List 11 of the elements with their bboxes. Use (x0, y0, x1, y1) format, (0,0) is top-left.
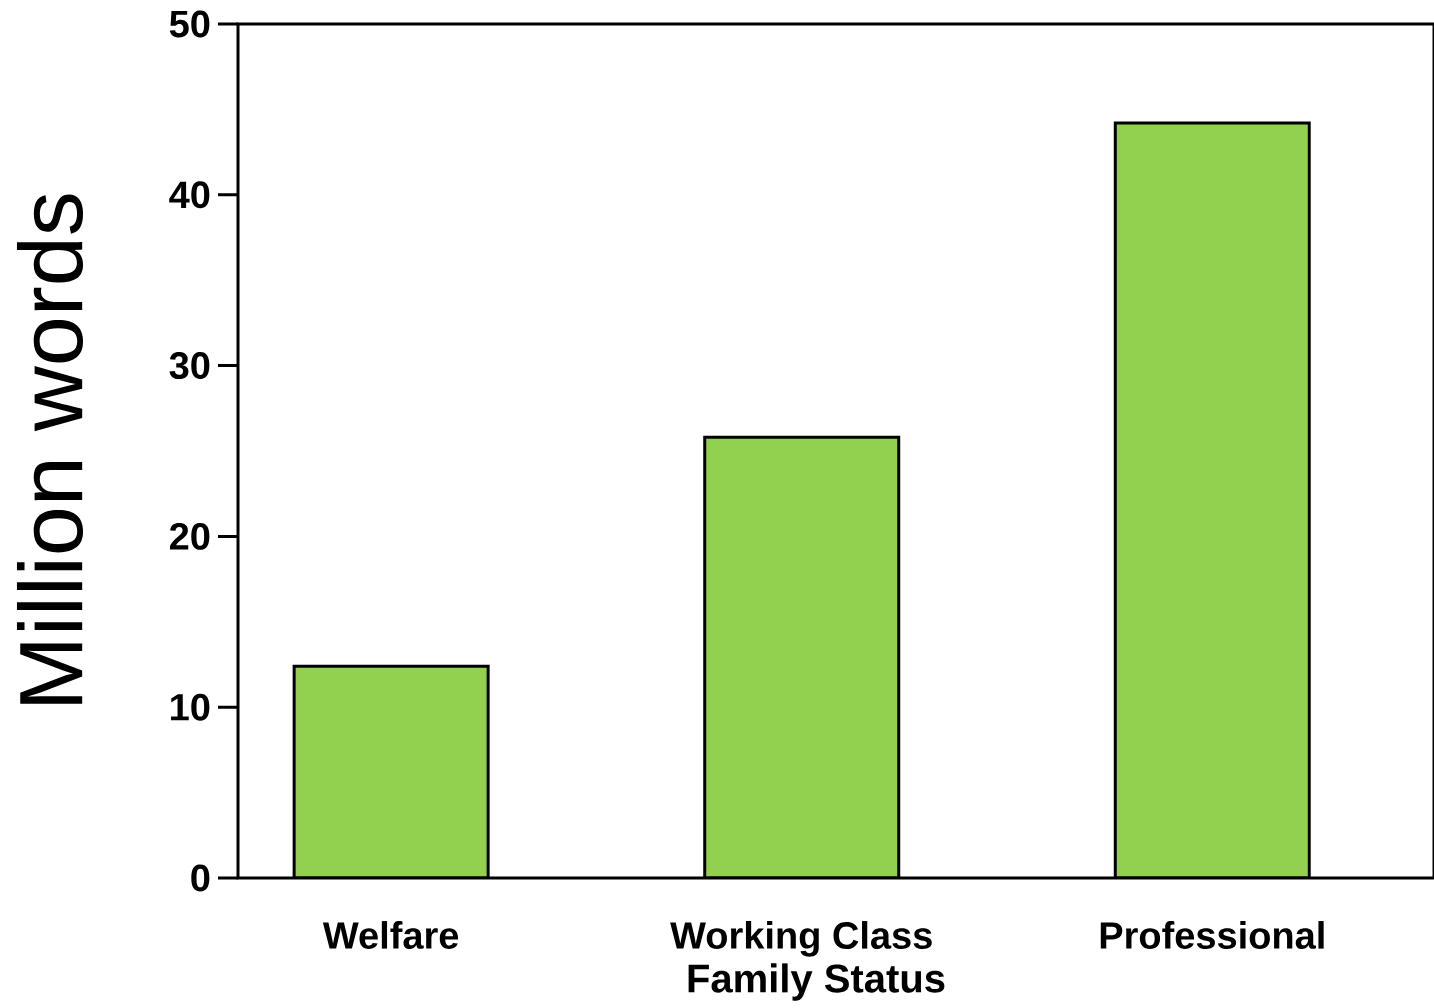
y-axis-title: Million words (16, 194, 84, 704)
y-tick-label: 0 (191, 864, 210, 892)
x-axis-title: Family Status (688, 963, 945, 1001)
y-tick-label: 30 (169, 352, 210, 380)
y-tick-label: 50 (169, 10, 210, 38)
y-tick-label: 40 (169, 181, 210, 209)
y-tick-label: 20 (169, 522, 210, 550)
x-tick-label: Working Class (670, 921, 932, 957)
x-tick-label: Professional (1100, 921, 1324, 949)
y-tick-label: 10 (171, 693, 210, 721)
x-tick-label: Welfare (322, 921, 459, 949)
